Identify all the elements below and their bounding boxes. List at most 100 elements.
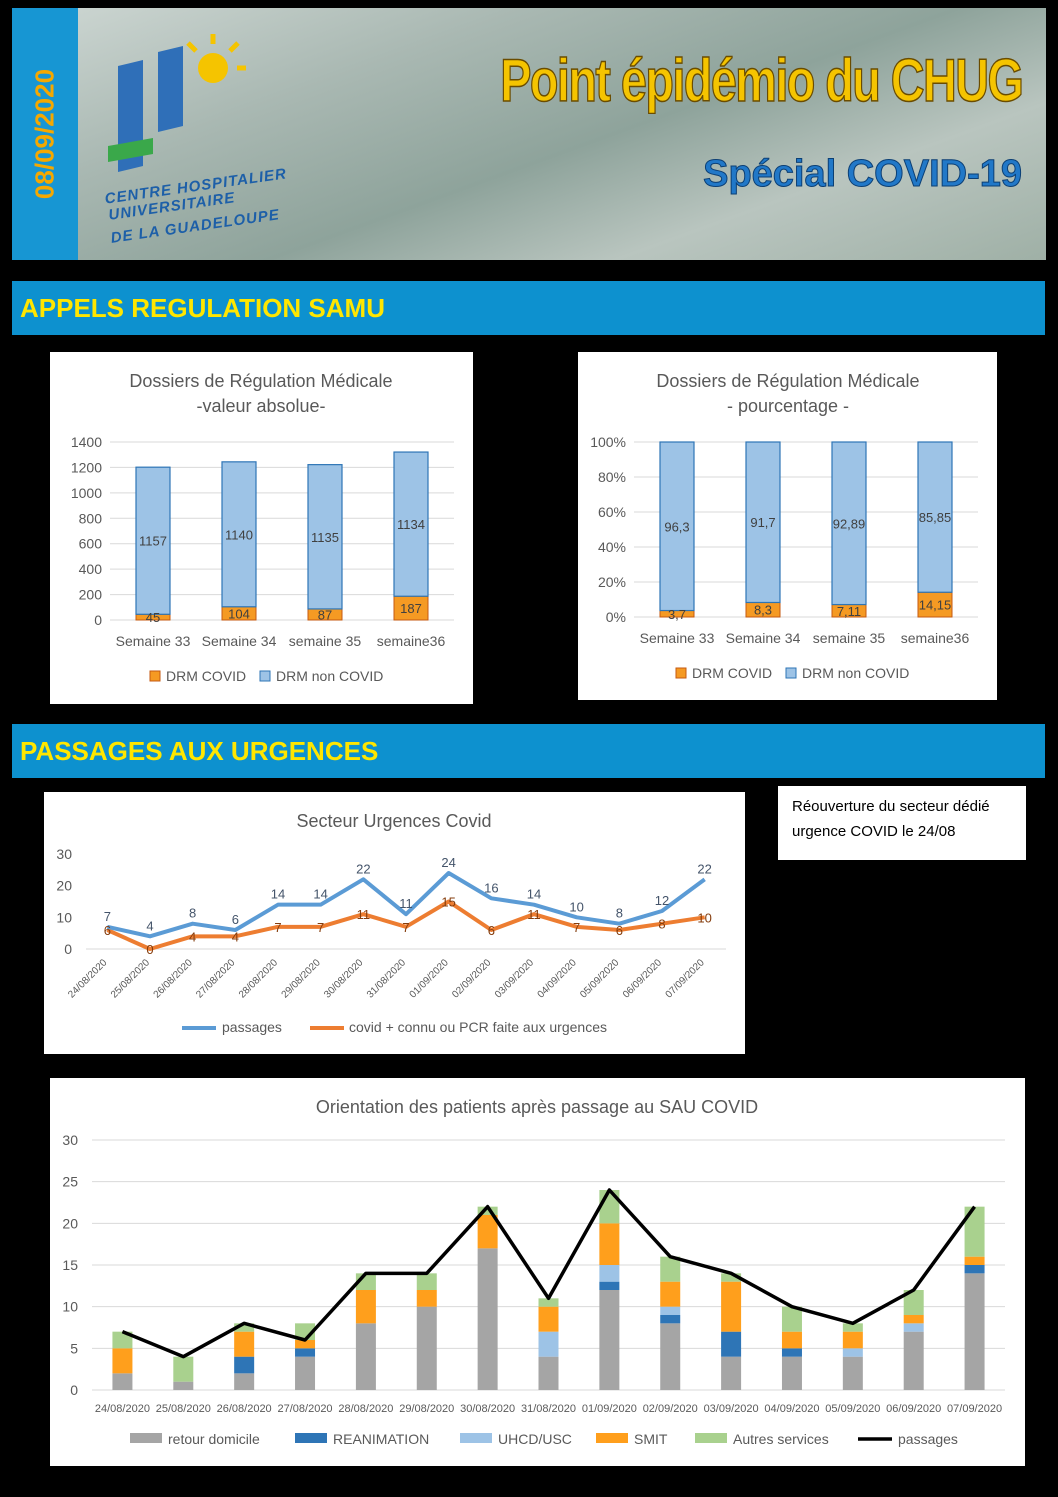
chart1-legend-swatch-covid xyxy=(149,670,161,682)
chart3-data-label: 14 xyxy=(271,887,285,902)
chart4-y-tick: 15 xyxy=(62,1257,78,1273)
chart4-bar-smit xyxy=(295,1340,316,1349)
chart4-legend-autres: Autres services xyxy=(733,1431,829,1447)
chart4-bar-smit xyxy=(599,1223,620,1265)
chart1-bar-non-covid xyxy=(307,464,343,610)
chart3-data-label: 11 xyxy=(527,907,541,922)
chart-drm-absolute: Dossiers de Régulation Médicale -valeur … xyxy=(50,352,473,704)
chart3-data-label: 7 xyxy=(317,920,324,935)
chart4-bar-uhcd xyxy=(599,1265,620,1282)
chart2-category-label: Semaine 33 xyxy=(640,630,715,646)
page-subtitle: Spécial COVID-19 xyxy=(703,153,1023,196)
chart4-bar-reanimation xyxy=(721,1331,742,1357)
chart-secteur-urgences: Secteur Urgences Covid 0 10 20 30 24/08/2020… xyxy=(44,792,745,1054)
chart4-legend-retour-domicile: retour domicile xyxy=(168,1431,260,1447)
chart2-label-non-covid: 91,7 xyxy=(750,515,775,530)
page-title: Point épidémio du CHUG xyxy=(499,46,1024,115)
chart2-bar-non-covid xyxy=(745,441,781,604)
chart2-subtitle: - pourcentage - xyxy=(727,396,849,416)
chart3-data-label: 11 xyxy=(357,907,371,922)
chart1-label-covid: 104 xyxy=(228,606,250,621)
chart4-x-tick: 03/09/2020 xyxy=(704,1403,759,1415)
chart4-bar-autres xyxy=(903,1290,924,1315)
chart3-data-label: 10 xyxy=(569,899,583,914)
chart1-legend-swatch-non-covid xyxy=(259,670,271,682)
chart3-legend-covid: covid + connu ou PCR faite aux urgences xyxy=(349,1019,607,1035)
chart1-category-label: Semaine 33 xyxy=(116,633,191,649)
note-box: Réouverture du secteur dédié urgence COV… xyxy=(778,786,1026,860)
chart4-bar-smit xyxy=(781,1331,802,1349)
chart3-y-tick: 10 xyxy=(56,909,72,925)
logo-mark-icon xyxy=(108,34,246,172)
chart4-x-tick: 01/09/2020 xyxy=(582,1403,637,1415)
chart3-data-label: 6 xyxy=(232,912,239,927)
chart4-bar-retour-domicile xyxy=(903,1331,924,1390)
chart4-bar-retour-domicile xyxy=(477,1248,498,1390)
chart3-series-line xyxy=(106,899,705,951)
chart4-bar-smit xyxy=(721,1281,742,1332)
chug-logo: CENTRE HOSPITALIER UNIVERSITAIRE DE LA G… xyxy=(98,26,288,251)
chart4-bar-autres xyxy=(538,1298,559,1307)
chart1-y-tick: 1000 xyxy=(71,485,102,501)
chart4-legend-swatch-smit xyxy=(596,1433,628,1443)
chart2-y-tick: 100% xyxy=(590,434,626,450)
chart1-legend-non-covid: DRM non COVID xyxy=(276,668,383,684)
chart1-legend-covid: DRM COVID xyxy=(166,668,246,684)
chart3-data-label: 8 xyxy=(658,917,665,932)
chart4-bar-retour-domicile xyxy=(112,1373,133,1390)
chart4-bar-smit xyxy=(538,1306,559,1332)
chart4-bar-retour-domicile xyxy=(295,1356,316,1390)
chart1-label-non-covid: 1140 xyxy=(225,527,253,542)
section-title-urgences: PASSAGES AUX URGENCES xyxy=(20,736,379,766)
header-banner: 08/09/2020 CENTRE HOSPITALIER UNIVERSITA… xyxy=(12,8,1046,260)
chart4-bar-autres xyxy=(173,1356,194,1382)
chart2-category-label: Semaine 34 xyxy=(726,630,801,646)
chart1-y-tick: 0 xyxy=(94,612,102,628)
chart2-bar-non-covid xyxy=(917,441,953,593)
chart1-bar-non-covid xyxy=(135,466,171,615)
chart4-bar-retour-domicile xyxy=(721,1356,742,1390)
note-text: Réouverture du secteur dédié urgence COV… xyxy=(792,798,990,840)
chart4-bar-autres xyxy=(112,1331,133,1349)
chart2-y-tick: 60% xyxy=(598,504,626,520)
chart4-bar-reanimation xyxy=(660,1315,681,1324)
chart4-legend-reanimation: REANIMATION xyxy=(333,1431,429,1447)
chart-orientation-svg: Orientation des patients après passage a… xyxy=(62,1097,1005,1447)
chart4-legend-swatch-uhcd xyxy=(460,1433,492,1443)
chart4-bar-reanimation xyxy=(295,1348,316,1357)
chart4-bar-retour-domicile xyxy=(964,1273,985,1390)
chart3-data-label: 4 xyxy=(232,929,239,944)
chart3-data-label: 6 xyxy=(488,923,495,938)
chart3-x-tick: 02/09/2020 xyxy=(450,957,493,1000)
chart4-x-tick: 06/09/2020 xyxy=(886,1403,941,1415)
chart4-bar-retour-domicile xyxy=(781,1356,802,1390)
chart3-y-tick: 0 xyxy=(64,941,72,957)
chart2-y-tick: 80% xyxy=(598,469,626,485)
chart2-label-covid: 14,15 xyxy=(919,598,952,613)
chart2-label-non-covid: 85,85 xyxy=(919,510,952,525)
chart4-y-tick: 20 xyxy=(62,1215,78,1231)
chart2-legend-swatch-covid xyxy=(675,667,687,679)
chart4-x-tick: 05/09/2020 xyxy=(825,1403,880,1415)
chart3-data-label: 7 xyxy=(573,920,580,935)
chart-secteur-urgences-svg: Secteur Urgences Covid 0 10 20 30 24/08/2020… xyxy=(56,811,726,1035)
chart2-category-label: semaine 35 xyxy=(813,630,886,646)
chart4-passages-line xyxy=(121,1188,976,1359)
chart3-data-label: 10 xyxy=(697,910,711,925)
chart4-x-tick: 07/09/2020 xyxy=(947,1403,1002,1415)
chart1-label-non-covid: 1135 xyxy=(311,530,339,545)
chart3-data-label: 14 xyxy=(527,887,541,902)
chart3-x-tick: 30/08/2020 xyxy=(322,957,365,1000)
chart4-bar-autres xyxy=(416,1273,437,1290)
chart3-x-tick: 04/09/2020 xyxy=(536,957,579,1000)
chart3-data-label: 8 xyxy=(189,906,196,921)
chart2-bar-non-covid xyxy=(831,441,867,606)
chart4-x-tick: 04/09/2020 xyxy=(764,1403,819,1415)
chart4-bar-reanimation xyxy=(234,1356,255,1374)
chart3-data-label: 8 xyxy=(616,906,623,921)
chart3-x-tick: 05/09/2020 xyxy=(578,957,621,1000)
chart4-bar-reanimation xyxy=(964,1265,985,1274)
chart3-data-label: 0 xyxy=(146,942,153,957)
chart4-x-tick: 31/08/2020 xyxy=(521,1403,576,1415)
chart4-x-tick: 28/08/2020 xyxy=(338,1403,393,1415)
